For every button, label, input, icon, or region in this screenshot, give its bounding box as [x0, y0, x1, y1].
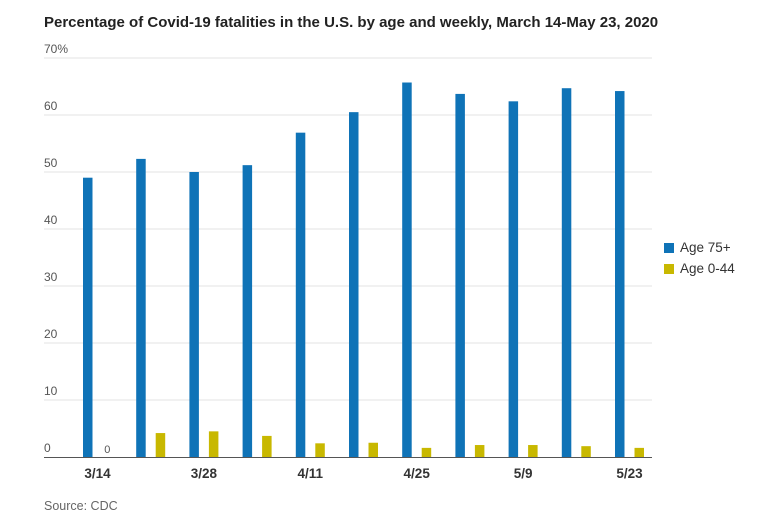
bar-age-75 [136, 158, 146, 457]
bar-age-75 [242, 165, 253, 457]
x-tick-label: 3/14 [84, 466, 111, 481]
x-axis-tick-labels: 3/14 3/28 4/11 4/25 5/9 5/23 [84, 466, 643, 481]
bar-age-0-44 [421, 447, 432, 457]
y-tick-label: 50 [44, 156, 58, 170]
x-tick-label: 4/11 [298, 466, 324, 481]
x-tick-label: 5/23 [616, 466, 643, 481]
bar-age-0-44 [155, 433, 166, 457]
bar-age-0-44 [262, 435, 272, 457]
legend-label-age-0-44: Age 0-44 [680, 261, 735, 276]
y-tick-label: 40 [44, 213, 58, 227]
y-tick-label: 70% [44, 42, 68, 56]
bar-age-0-44 [315, 443, 325, 457]
legend-item-age-75: Age 75+ [664, 237, 735, 258]
y-tick-label: 60 [44, 99, 58, 113]
bar-age-75 [615, 91, 625, 457]
bar-age-75 [295, 132, 306, 458]
bars [83, 82, 644, 458]
bar-age-75 [508, 101, 519, 457]
bar-age-75 [189, 172, 199, 457]
x-tick-label: 4/25 [404, 466, 431, 481]
bar-age-0-44 [208, 431, 219, 457]
bar-age-75 [455, 93, 465, 457]
y-tick-label: 30 [44, 270, 58, 284]
bar-age-0-44 [474, 445, 485, 457]
data-labels: 0 [104, 444, 110, 456]
x-tick-label: 3/28 [191, 466, 218, 481]
x-tick-label: 5/9 [514, 466, 533, 481]
y-tick-label: 0 [44, 441, 51, 455]
bar-age-75 [402, 82, 412, 457]
legend-swatch-age-75 [664, 242, 674, 253]
bar-age-75 [83, 177, 93, 457]
bar-age-0-44 [528, 445, 538, 457]
legend-swatch-age-0-44 [664, 263, 674, 274]
bar-age-0-44 [581, 446, 591, 457]
legend: Age 75+ Age 0-44 [664, 237, 735, 279]
bar-age-0-44 [634, 447, 644, 457]
gridlines [44, 57, 652, 401]
source-note: Source: CDC [44, 499, 118, 513]
chart-title: Percentage of Covid-19 fatalities in the… [44, 14, 659, 31]
bar-age-0-44 [368, 442, 378, 457]
legend-item-age-0-44: Age 0-44 [664, 258, 735, 279]
data-label: 0 [104, 444, 110, 456]
y-axis-tick-labels: 0 10 20 30 40 50 60 70% [44, 42, 68, 455]
y-tick-label: 10 [44, 384, 58, 398]
bar-age-75 [349, 112, 359, 458]
bar-age-75 [561, 88, 572, 458]
y-tick-label: 20 [44, 327, 58, 341]
legend-label-age-75: Age 75+ [680, 240, 731, 255]
